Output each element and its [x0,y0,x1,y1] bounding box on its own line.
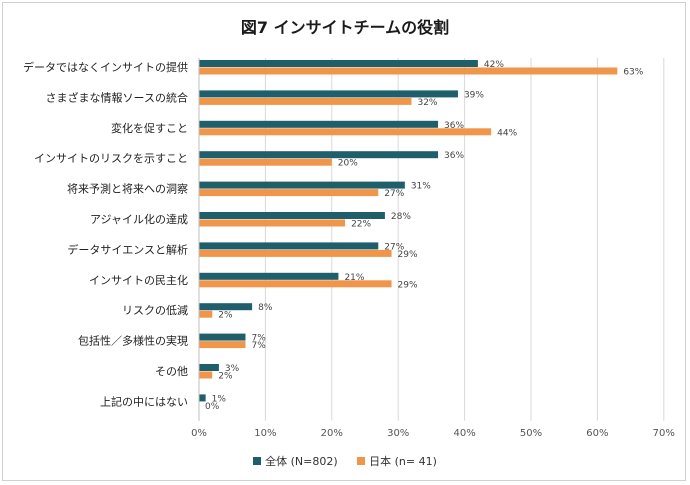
data-label-total: 21% [344,273,364,283]
bar-total [199,394,206,402]
bar-japan [199,67,618,75]
bar-japan [199,249,392,257]
bar-japan [199,189,379,197]
legend-item-total: 全体 (N=802) [253,453,338,469]
legend: 全体 (N=802) 日本 (n= 41) [0,453,690,469]
category-label: データではなくインサイトの提供 [23,60,188,74]
data-label-japan: 32% [417,98,437,108]
x-tick-label: 20% [321,428,343,439]
data-label-total: 39% [464,90,484,100]
category-label: アジャイル化の達成 [90,212,188,226]
x-tick-label: 30% [387,428,409,439]
data-label-japan: 29% [398,250,418,260]
data-label-japan: 29% [398,280,418,290]
chart-frame [2,2,686,481]
category-label: インサイトの民主化 [89,273,188,287]
x-tick-label: 0% [191,428,207,439]
data-label-total: 36% [444,151,464,161]
category-label: 変化を促すこと [111,121,188,135]
data-label-total: 42% [484,60,504,70]
data-label-japan: 2% [218,372,233,382]
x-tick-label: 40% [453,428,475,439]
data-label-japan: 20% [338,159,358,169]
bar-total [199,364,219,371]
bar-japan [199,128,492,136]
data-label-total: 7% [251,334,266,344]
data-label-total: 28% [391,212,411,222]
bar-total [199,212,385,219]
bar-total [199,333,246,341]
data-label-japan: 27% [384,189,404,199]
data-label-total: 8% [258,303,273,313]
category-label: その他 [155,365,188,378]
bar-total [199,120,439,128]
bar-japan [199,280,392,288]
bar-japan [199,341,246,349]
x-tick-label: 60% [586,428,608,439]
data-label-japan: 44% [497,128,517,138]
bar-japan [199,219,346,227]
category-label: 包括性／多様性の実現 [78,334,188,348]
data-label-japan: 7% [251,341,266,351]
legend-swatch-total [253,457,262,465]
chart-title: 図7 インサイトチームの役割 [240,18,450,37]
x-tick-label: 10% [254,428,276,439]
bar-total [199,242,379,250]
x-tick-label: 70% [653,428,675,439]
legend-item-japan: 日本 (n= 41) [357,453,437,469]
bar-japan [199,310,213,318]
data-label-japan: 2% [218,311,233,321]
data-label-total: 1% [212,394,227,404]
x-tick-label: 50% [520,428,542,439]
bar-total [199,60,478,67]
category-label: 将来予測と将来への洞察 [67,182,188,196]
legend-label-japan: 日本 (n= 41) [369,455,437,468]
category-label: データサイエンスと解析 [67,242,188,256]
bar-total [199,151,439,159]
data-label-japan: 0% [205,402,220,412]
data-label-total: 27% [384,242,404,252]
bar-total [199,272,339,280]
bar-total [199,181,405,189]
bar-japan [199,97,412,105]
bar-total [199,303,253,311]
data-label-japan: 22% [351,220,371,230]
category-label: リスクの低減 [122,303,188,317]
data-label-total: 36% [444,121,464,131]
category-label: 上記の中にはない [100,394,188,408]
category-label: インサイトのリスクを示すこと [34,152,188,165]
data-label-total: 3% [225,364,240,374]
legend-swatch-japan [357,457,366,465]
data-label-japan: 63% [623,68,643,78]
bar-japan [199,371,213,379]
legend-label-total: 全体 (N=802) [265,455,338,468]
bar-total [199,90,458,98]
bar-japan [199,158,332,166]
data-label-total: 31% [411,182,431,192]
category-label: さまざまな情報ソースの統合 [46,90,188,104]
